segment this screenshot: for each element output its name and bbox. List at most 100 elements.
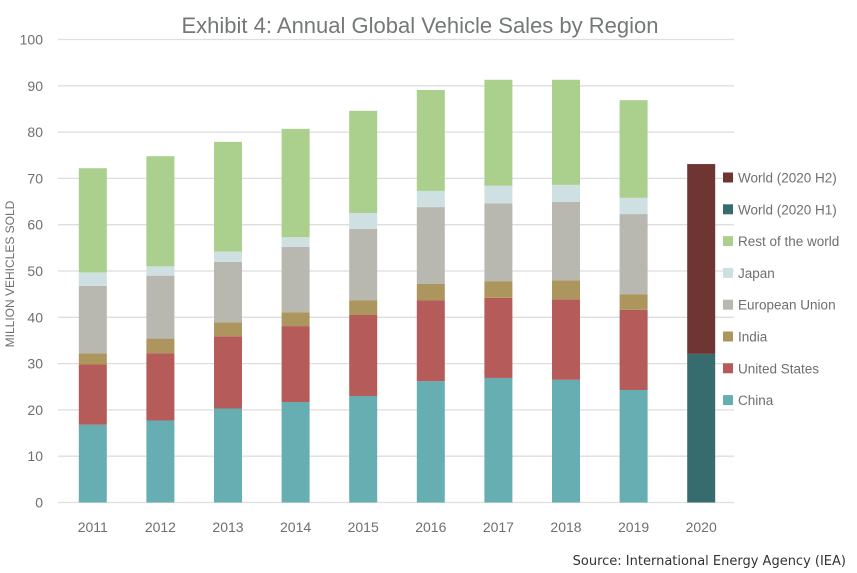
bars <box>78 79 716 503</box>
bar-segment-united-states <box>78 364 107 425</box>
bar-segment-united-states <box>349 314 378 397</box>
bar-segment-japan <box>349 213 378 229</box>
bar-segment-japan <box>552 184 580 203</box>
bar-segment-india <box>146 338 175 354</box>
bar-stack-2019 <box>619 100 648 503</box>
bar-segment-european-union <box>484 203 513 282</box>
x-tick-label: 2016 <box>415 519 446 535</box>
bar-segment-united-states <box>619 309 648 390</box>
legend-item: World (2020 H1) <box>723 202 837 217</box>
legend-item: European Union <box>723 298 836 313</box>
y-tick-label: 40 <box>27 309 43 325</box>
chart-title: Exhibit 4: Annual Global Vehicle Sales b… <box>182 13 659 38</box>
bar-segment-india <box>552 280 580 300</box>
legend-label: Rest of the world <box>738 234 839 249</box>
bar-segment-european-union <box>552 202 580 281</box>
legend-item: World (2020 H2) <box>723 171 837 186</box>
legend-swatch <box>723 267 733 278</box>
bar-segment-world-2020-h1 <box>687 353 716 503</box>
legend-item: Japan <box>723 266 775 281</box>
x-tick-label: 2018 <box>550 519 581 535</box>
bar-segment-united-states <box>484 297 513 378</box>
bar-segment-european-union <box>281 246 310 313</box>
bar-segment-world-2020-h2 <box>687 164 716 354</box>
legend-label: World (2020 H2) <box>738 171 837 186</box>
bar-segment-european-union <box>416 207 445 284</box>
bar-segment-european-union <box>78 285 107 354</box>
x-tick-label: 2012 <box>145 519 176 535</box>
bar-segment-rest-of-the-world <box>281 128 310 238</box>
legend-swatch <box>723 299 733 310</box>
legend-label: European Union <box>738 298 836 313</box>
bar-segment-japan <box>619 197 648 215</box>
bar-segment-india <box>484 281 513 298</box>
bar-segment-china <box>552 379 580 503</box>
y-axis-label: MILLION VEHICLES SOLD <box>3 200 17 347</box>
x-tick-label: 2014 <box>280 519 311 535</box>
bar-segment-china <box>214 408 242 503</box>
bar-segment-united-states <box>146 353 175 421</box>
bar-stack-2012 <box>146 156 175 503</box>
bar-segment-rest-of-the-world <box>78 168 107 273</box>
legend-swatch <box>723 204 733 215</box>
bar-stack-2013 <box>214 141 242 503</box>
y-tick-label: 0 <box>35 495 43 511</box>
bar-segment-european-union <box>214 261 242 323</box>
bar-segment-japan <box>484 185 513 204</box>
bar-stack-2018 <box>552 79 580 503</box>
bar-stack-2014 <box>281 128 310 503</box>
legend-swatch <box>723 172 733 183</box>
legend-item: India <box>723 330 768 345</box>
bar-segment-china <box>281 402 310 503</box>
legend-label: India <box>738 330 768 345</box>
bar-segment-united-states <box>281 326 310 403</box>
y-tick-label: 30 <box>27 356 43 372</box>
bar-segment-united-states <box>416 300 445 382</box>
bar-segment-china <box>619 389 648 503</box>
y-tick-label: 70 <box>27 170 43 186</box>
bar-segment-china <box>78 424 107 503</box>
legend-swatch <box>723 363 733 374</box>
x-tick-label: 2020 <box>686 519 717 535</box>
legend-item: China <box>723 393 774 408</box>
bar-segment-rest-of-the-world <box>146 156 175 267</box>
y-tick-label: 10 <box>27 448 43 464</box>
bar-segment-china <box>484 377 513 503</box>
legend-item: United States <box>723 361 819 376</box>
x-tick-label: 2019 <box>618 519 649 535</box>
bar-segment-india <box>416 283 445 301</box>
bar-segment-china <box>146 420 175 503</box>
legend-swatch <box>723 331 733 342</box>
bar-segment-china <box>349 396 378 503</box>
bar-segment-india <box>281 312 310 327</box>
bar-segment-rest-of-the-world <box>619 100 648 198</box>
bar-segment-united-states <box>552 299 580 380</box>
legend-swatch <box>723 395 733 406</box>
bar-segment-rest-of-the-world <box>349 110 378 214</box>
bar-stack-2020 <box>687 164 716 503</box>
legend-label: United States <box>738 361 819 376</box>
bar-segment-japan <box>281 237 310 247</box>
y-tick-label: 80 <box>27 124 43 140</box>
y-tick-label: 20 <box>27 402 43 418</box>
bar-stack-2015 <box>349 110 378 503</box>
bar-stack-2011 <box>78 168 107 503</box>
bar-segment-european-union <box>619 214 648 295</box>
y-axis-ticks: 0 10 20 30 40 50 60 70 80 90 100 <box>20 32 44 511</box>
legend-label: Japan <box>738 266 775 281</box>
y-tick-label: 50 <box>27 263 43 279</box>
bar-segment-india <box>78 353 107 365</box>
bar-segment-china <box>416 381 445 503</box>
x-tick-label: 2011 <box>78 519 108 535</box>
bar-segment-japan <box>214 251 242 262</box>
bar-segment-japan <box>146 266 175 276</box>
bar-segment-india <box>214 322 242 337</box>
legend-label: China <box>738 393 774 408</box>
y-tick-label: 60 <box>27 217 43 233</box>
legend-item: Rest of the world <box>723 234 839 249</box>
legend: World (2020 H2) World (2020 H1) Rest of th… <box>723 171 839 408</box>
legend-swatch <box>723 236 733 247</box>
y-tick-label: 100 <box>20 32 44 48</box>
bar-stack-2017 <box>484 79 513 503</box>
